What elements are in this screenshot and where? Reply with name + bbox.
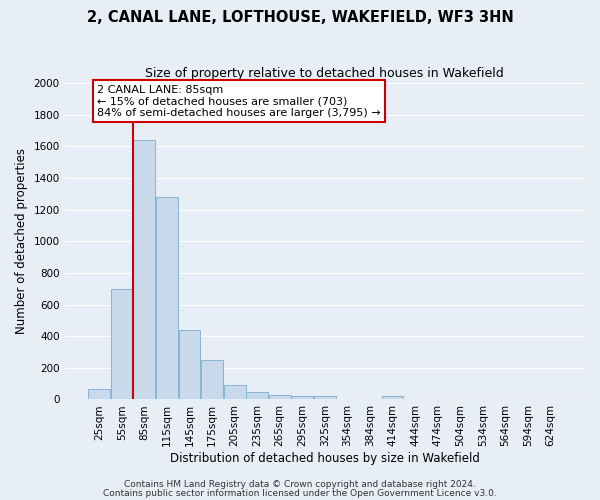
Bar xyxy=(111,288,133,400)
Bar xyxy=(156,197,178,400)
Text: Contains public sector information licensed under the Open Government Licence v3: Contains public sector information licen… xyxy=(103,488,497,498)
Title: Size of property relative to detached houses in Wakefield: Size of property relative to detached ho… xyxy=(145,68,504,80)
Y-axis label: Number of detached properties: Number of detached properties xyxy=(15,148,28,334)
X-axis label: Distribution of detached houses by size in Wakefield: Distribution of detached houses by size … xyxy=(170,452,480,465)
Bar xyxy=(179,330,200,400)
Bar xyxy=(224,385,245,400)
Bar xyxy=(201,360,223,400)
Bar xyxy=(292,396,313,400)
Bar xyxy=(269,394,290,400)
Text: 2 CANAL LANE: 85sqm
← 15% of detached houses are smaller (703)
84% of semi-detac: 2 CANAL LANE: 85sqm ← 15% of detached ho… xyxy=(97,84,380,118)
Bar xyxy=(314,396,336,400)
Bar xyxy=(246,392,268,400)
Bar xyxy=(88,389,110,400)
Bar xyxy=(382,396,403,400)
Text: Contains HM Land Registry data © Crown copyright and database right 2024.: Contains HM Land Registry data © Crown c… xyxy=(124,480,476,489)
Text: 2, CANAL LANE, LOFTHOUSE, WAKEFIELD, WF3 3HN: 2, CANAL LANE, LOFTHOUSE, WAKEFIELD, WF3… xyxy=(86,10,514,25)
Bar xyxy=(133,140,155,400)
